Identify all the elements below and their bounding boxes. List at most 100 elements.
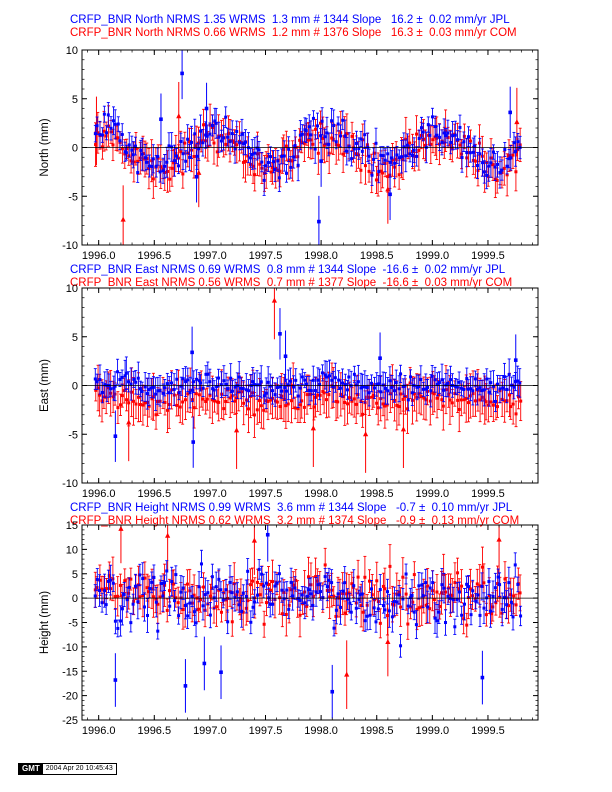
outlier-point [271,297,278,303]
data-point [184,380,188,384]
data-point [249,620,253,624]
data-point [432,392,436,396]
data-point [269,398,273,402]
data-point [143,156,147,160]
data-point [411,600,415,604]
outlier-point [283,354,288,359]
data-point [379,153,383,157]
data-point [367,391,371,395]
data-point [404,592,408,596]
data-point [346,597,350,601]
data-point [309,392,313,396]
data-point [286,383,290,387]
data-point [397,405,401,409]
data-point [131,602,135,606]
data-point [282,154,286,158]
data-point [408,141,412,145]
data-point [194,392,198,396]
data-point [150,397,154,401]
plot-frame [81,524,539,721]
data-point [151,157,155,161]
data-point [179,139,183,143]
data-point [466,135,470,139]
data-point [213,399,217,403]
data-point [278,596,282,600]
data-point [167,391,171,395]
data-point [246,154,250,158]
data-point [370,593,374,597]
data-point [429,389,433,393]
data-point [222,407,226,411]
data-point [413,154,417,158]
data-point [323,575,327,579]
data-point [320,119,324,123]
data-point [170,580,174,584]
outlier-point [265,532,270,537]
data-point [455,385,459,389]
data-point [346,402,350,406]
data-point [442,131,446,135]
outlier-point [388,192,392,197]
data-point [134,402,138,406]
outlier-point [378,356,382,360]
data-point [359,168,363,172]
data-point [440,583,444,587]
data-point [95,577,99,581]
data-point [486,403,490,407]
data-point [206,144,210,148]
data-point [119,403,123,407]
data-point [481,161,485,165]
outlier-point [126,419,132,425]
data-point [462,617,466,621]
data-point [194,144,198,148]
data-point [252,383,256,387]
data-point [280,612,284,616]
east-header-com: CRFP_BNR East NRMS 0.56 WRMS 0.7 mm # 13… [70,277,513,289]
data-point [511,402,515,406]
data-point [501,386,505,390]
data-point [498,595,502,599]
data-point [420,583,424,587]
data-point [319,134,323,138]
data-point [480,584,484,588]
data-point [361,385,365,389]
data-point [214,121,218,125]
data-point [328,595,332,599]
data-point [183,398,187,402]
data-point [359,386,363,390]
data-point [332,594,336,598]
data-point [484,613,488,617]
data-point [323,563,327,567]
data-point [183,141,187,145]
data-point [217,588,221,592]
data-point [357,597,361,601]
data-point [266,160,270,164]
height-panel: 1996.0 1996.5 1997.0 1997.5 1998.0 1998.5 1999… [39,520,539,737]
data-point [318,583,322,587]
data-point [228,140,232,144]
data-point [264,391,268,395]
data-point [104,603,108,607]
data-point [480,565,484,569]
data-point [465,623,469,627]
data-point [321,136,325,140]
data-point [320,371,324,375]
data-point [376,607,380,611]
data-point [372,151,376,155]
data-point [449,140,453,144]
data-point [285,588,289,592]
data-point [105,587,109,591]
data-point [275,400,279,404]
data-point [131,399,135,403]
data-point [154,413,158,417]
data-point [495,179,499,183]
data-point [199,129,203,133]
data-point [298,613,302,617]
data-point [303,601,307,605]
x-tick-label: 1999.0 [416,250,450,262]
data-point [280,154,284,158]
data-point [492,384,496,388]
data-point [381,383,385,387]
data-point [165,160,169,164]
data-point [440,140,444,144]
